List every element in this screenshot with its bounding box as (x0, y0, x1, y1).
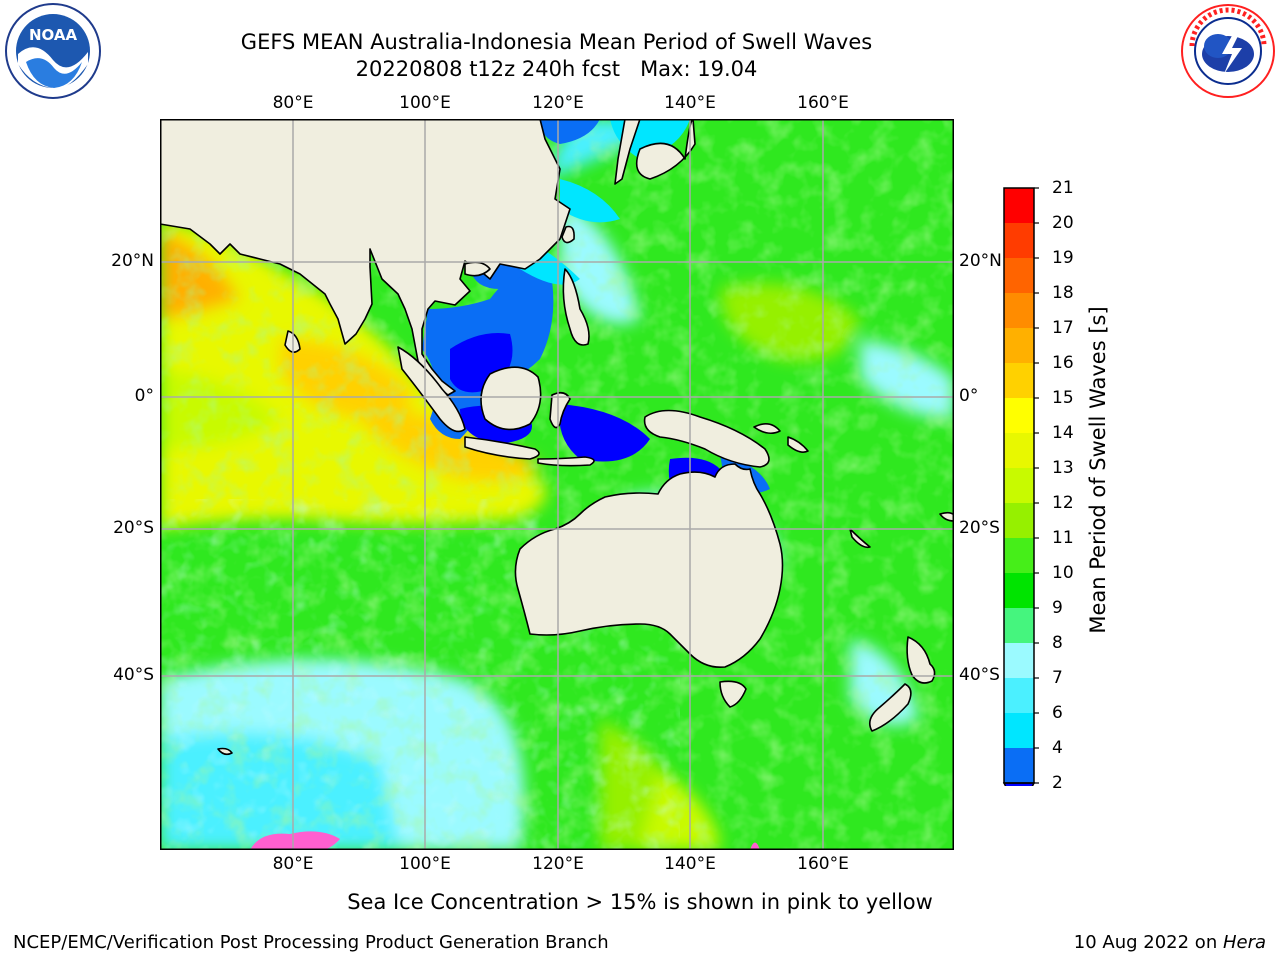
colorbar-segment (1004, 468, 1034, 503)
footer-machine: Hera (1222, 932, 1266, 953)
colorbar-tick-label: 17 (1052, 318, 1074, 338)
colorbar-segment (1004, 433, 1034, 468)
colorbar-segment (1004, 608, 1034, 643)
colorbar-tick-label: 20 (1052, 213, 1074, 233)
colorbar-tick-label: 12 (1052, 493, 1074, 513)
colorbar-segment (1004, 293, 1034, 328)
lat-tick-right: 20°S (959, 518, 1000, 538)
lat-tick-left: 20°S (113, 518, 154, 538)
colorbar-segment (1004, 713, 1034, 748)
graticule (160, 119, 954, 850)
footer-date-text: 10 Aug 2022 on (1073, 932, 1223, 953)
colorbar-segment (1004, 748, 1034, 783)
colorbar-segment (1004, 643, 1034, 678)
lat-tick-left: 20°N (111, 251, 154, 271)
sea-ice-note-wrap: Sea Ice Concentration > 15% is shown in … (0, 890, 1280, 914)
colorbar (1000, 186, 1040, 815)
colorbar-tick-label: 6 (1052, 703, 1063, 723)
lat-tick-right: 20°N (959, 251, 1002, 271)
colorbar-tick-label: 10 (1052, 563, 1074, 583)
colorbar-tick-label: 4 (1052, 738, 1063, 758)
colorbar-tick-label: 16 (1052, 353, 1074, 373)
colorbar-tick-label: 7 (1052, 668, 1063, 688)
lon-tick-bottom: 80°E (272, 854, 314, 874)
sea-ice-note: Sea Ice Concentration > 15% is shown in … (347, 890, 933, 914)
lon-tick-bottom: 100°E (399, 854, 451, 874)
colorbar-tick-label: 13 (1052, 458, 1074, 478)
colorbar-segment (1004, 188, 1034, 223)
footer-date: 10 Aug 2022 on Hera (1074, 932, 1266, 953)
colorbar-tick-label: 14 (1052, 423, 1074, 443)
lon-tick-top: 120°E (532, 93, 584, 113)
colorbar-segment (1004, 223, 1034, 258)
noaa-logo-icon: NOAA (2, 2, 104, 100)
colorbar-tick-label: 15 (1052, 388, 1074, 408)
colorbar-tick-label: 19 (1052, 248, 1074, 268)
colorbar-tick-label: 11 (1052, 528, 1074, 548)
colorbar-outline (1003, 187, 1035, 784)
svg-text:NOAA: NOAA (29, 26, 78, 44)
colorbar-segment (1004, 398, 1034, 433)
colorbar-segment (1004, 363, 1034, 398)
lon-tick-bottom: 160°E (797, 854, 849, 874)
lon-tick-top: 80°E (272, 93, 314, 113)
colorbar-tick-label: 9 (1052, 598, 1063, 618)
colorbar-tick-label: 21 (1052, 178, 1074, 198)
lon-tick-top: 100°E (399, 93, 451, 113)
map-panel (159, 118, 955, 850)
colorbar-segment (1004, 678, 1034, 713)
lon-tick-top: 140°E (664, 93, 716, 113)
colorbar-tick-label: 18 (1052, 283, 1074, 303)
swell-period-map (159, 118, 955, 850)
nws-logo-icon (1178, 2, 1278, 100)
map-subtitle: 20220808 t12z 240h fcst Max: 19.04 (355, 57, 758, 81)
map-title: GEFS MEAN Australia-Indonesia Mean Perio… (240, 30, 873, 54)
land (159, 118, 955, 756)
lat-tick-left: 0° (134, 386, 154, 406)
colorbar-segment (1004, 258, 1034, 293)
footer-credit: NCEP/EMC/Verification Post Processing Pr… (13, 932, 609, 953)
colorbar-segment (1004, 503, 1034, 538)
colorbar-tick-label: 2 (1052, 773, 1063, 793)
colorbar-label: Mean Period of Swell Waves [s] (1086, 306, 1110, 634)
colorbar-segment (1004, 328, 1034, 363)
lon-tick-bottom: 120°E (532, 854, 584, 874)
colorbar-segment (1004, 573, 1034, 608)
lon-tick-top: 160°E (797, 93, 849, 113)
lat-tick-right: 0° (959, 386, 979, 406)
colorbar-segment (1004, 538, 1034, 573)
colorbar-tick-label: 8 (1052, 633, 1063, 653)
lat-tick-left: 40°S (113, 665, 154, 685)
lat-tick-right: 40°S (959, 665, 1000, 685)
lon-tick-bottom: 140°E (664, 854, 716, 874)
